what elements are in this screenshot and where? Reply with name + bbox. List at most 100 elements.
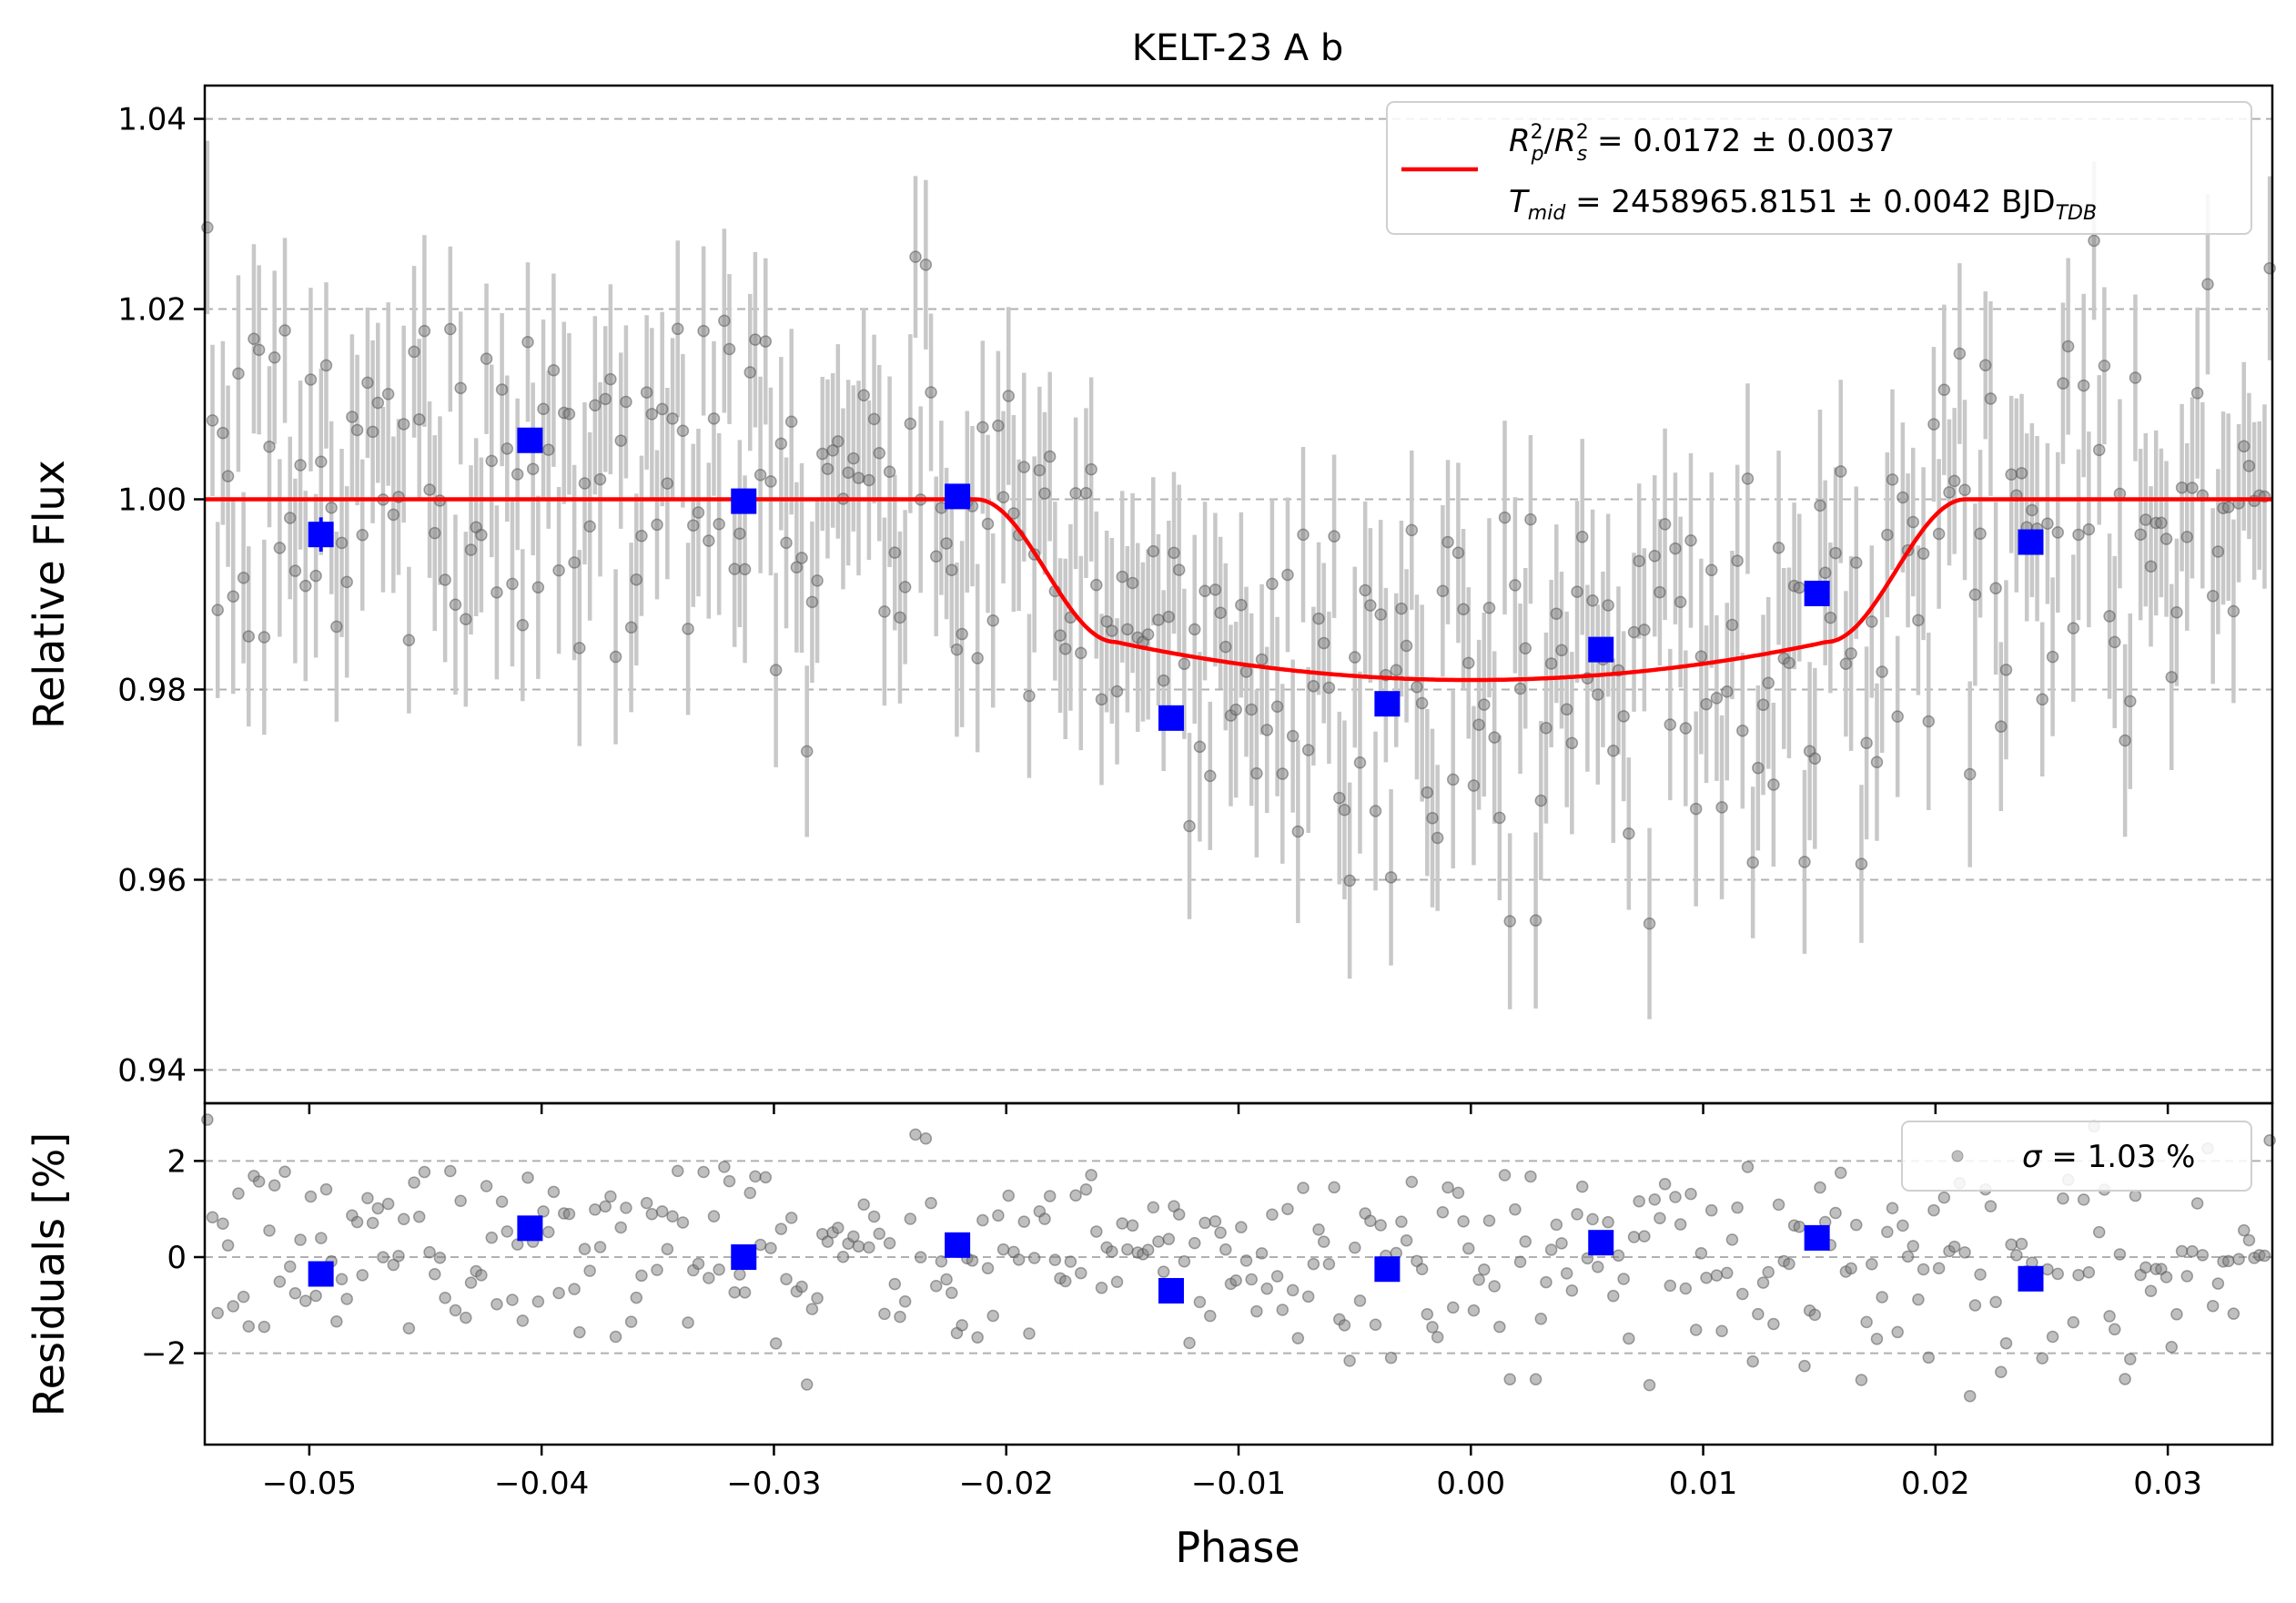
raw-residual-point	[1188, 1236, 1201, 1250]
raw-residual-point	[2103, 1310, 2116, 1323]
raw-flux-point	[475, 528, 488, 542]
raw-flux-point	[2238, 440, 2250, 453]
raw-flux-point	[2036, 693, 2048, 706]
raw-flux-point	[743, 366, 756, 379]
raw-flux-point	[1317, 636, 1330, 650]
raw-flux-point	[800, 745, 814, 758]
raw-flux-point	[423, 483, 436, 496]
raw-flux-point	[1152, 614, 1165, 626]
raw-residual-point	[278, 1165, 291, 1178]
raw-residual-point	[733, 1268, 746, 1281]
raw-residual-point	[1855, 1374, 1868, 1386]
raw-flux-point	[1359, 583, 1371, 597]
raw-flux-point	[1100, 614, 1113, 628]
raw-flux-point	[1937, 383, 1951, 396]
raw-residual-point	[1400, 1233, 1413, 1247]
raw-flux-point	[624, 621, 638, 634]
raw-residual-point	[2077, 1193, 2090, 1206]
raw-residual-point	[2124, 1353, 2137, 1365]
raw-residual-point	[562, 1207, 576, 1221]
raw-flux-point	[655, 402, 669, 416]
raw-flux-point	[1617, 710, 1630, 723]
flux-y-tick-label: 0.94	[117, 1052, 187, 1089]
residuals-y-ticks: −2 0 2	[141, 1143, 205, 1373]
raw-residual-point	[273, 1275, 287, 1288]
raw-residual-point	[852, 1240, 865, 1253]
raw-residual-point	[1540, 1275, 1553, 1289]
raw-flux-point	[1524, 512, 1537, 526]
raw-flux-point	[1451, 546, 1465, 560]
raw-residual-point	[412, 1210, 426, 1223]
x-tick-label: −0.05	[262, 1466, 357, 1502]
raw-residual-point	[2165, 1341, 2178, 1354]
raw-residual-point	[635, 1269, 648, 1283]
raw-flux-point	[1824, 611, 1837, 624]
raw-flux-point	[1943, 486, 1956, 499]
raw-residual-point	[1446, 1301, 1460, 1314]
raw-residual-point	[723, 1174, 736, 1188]
raw-flux-point	[1529, 914, 1542, 927]
raw-residual-point	[1891, 1325, 1904, 1339]
raw-flux-point	[1301, 744, 1315, 756]
raw-flux-point	[1260, 724, 1273, 736]
raw-flux-point	[842, 466, 855, 479]
raw-flux-point	[1808, 752, 1822, 766]
raw-residual-point	[1178, 1255, 1191, 1268]
raw-flux-point	[1405, 523, 1419, 537]
raw-flux-point	[1550, 607, 1563, 620]
raw-residual-point	[1643, 1378, 1656, 1392]
raw-flux-point	[1286, 729, 1300, 743]
x-tick-label: −0.02	[959, 1466, 1054, 1502]
raw-flux-point	[2201, 278, 2214, 291]
raw-residual-point	[1199, 1216, 1211, 1230]
raw-flux-point	[1431, 831, 1444, 845]
raw-residual-point	[237, 1290, 250, 1304]
raw-flux-point	[1963, 767, 1977, 781]
raw-residual-point	[2144, 1284, 2158, 1298]
raw-flux-point	[480, 352, 493, 365]
raw-residual-point	[1395, 1215, 1408, 1228]
raw-flux-point	[682, 623, 694, 635]
raw-residual-point	[283, 1260, 297, 1273]
raw-residual-point	[1741, 1161, 1755, 1173]
raw-residual-point	[1937, 1191, 1951, 1204]
raw-flux-point	[315, 455, 328, 468]
raw-residual-point	[1353, 1294, 1367, 1307]
raw-residual-point	[1958, 1246, 1971, 1259]
raw-flux-point	[1106, 624, 1118, 637]
raw-flux-point	[847, 451, 860, 465]
raw-residual-point	[1498, 1169, 1512, 1182]
raw-flux-point	[1054, 629, 1067, 642]
x-tick-label: −0.01	[1191, 1466, 1286, 1502]
raw-flux-point	[1255, 653, 1269, 666]
legend-tmid-text: Tmid = 2458965.8151 ± 0.0042 BJDTDB	[1509, 184, 2097, 225]
legend-sigma-text: σ = 1.03 %	[2022, 1139, 2195, 1175]
binned-residual-point	[731, 1244, 757, 1271]
raw-residual-point	[1488, 1280, 1501, 1293]
raw-residual-point	[221, 1239, 235, 1252]
raw-residual-point	[583, 1264, 596, 1277]
raw-residual-point	[784, 1212, 798, 1224]
raw-flux-point	[1328, 530, 1340, 543]
raw-residual-point	[1183, 1336, 1196, 1350]
raw-residual-point	[1503, 1373, 1516, 1385]
raw-flux-point	[898, 581, 912, 594]
raw-residual-point	[661, 1243, 674, 1255]
raw-flux-point	[346, 411, 359, 423]
raw-residual-point	[1896, 1219, 1909, 1233]
binned-flux-points	[308, 427, 2044, 731]
raw-residual-point	[1612, 1249, 1625, 1263]
raw-flux-point	[1860, 736, 1873, 750]
legend-depth-text: R2 p/R2 s = 0.0172 ± 0.0037	[1509, 121, 1895, 166]
raw-residual-point	[986, 1309, 999, 1323]
raw-flux-point	[1896, 491, 1909, 504]
raw-residual-point	[655, 1205, 669, 1218]
raw-flux-point	[919, 259, 933, 271]
raw-residual-point	[263, 1224, 276, 1237]
raw-residual-point	[217, 1217, 229, 1230]
raw-residual-point	[1209, 1215, 1222, 1228]
raw-flux-point	[573, 642, 586, 654]
raw-flux-point	[1126, 576, 1139, 590]
raw-flux-point	[1984, 392, 1998, 405]
raw-residual-point	[1286, 1283, 1300, 1297]
